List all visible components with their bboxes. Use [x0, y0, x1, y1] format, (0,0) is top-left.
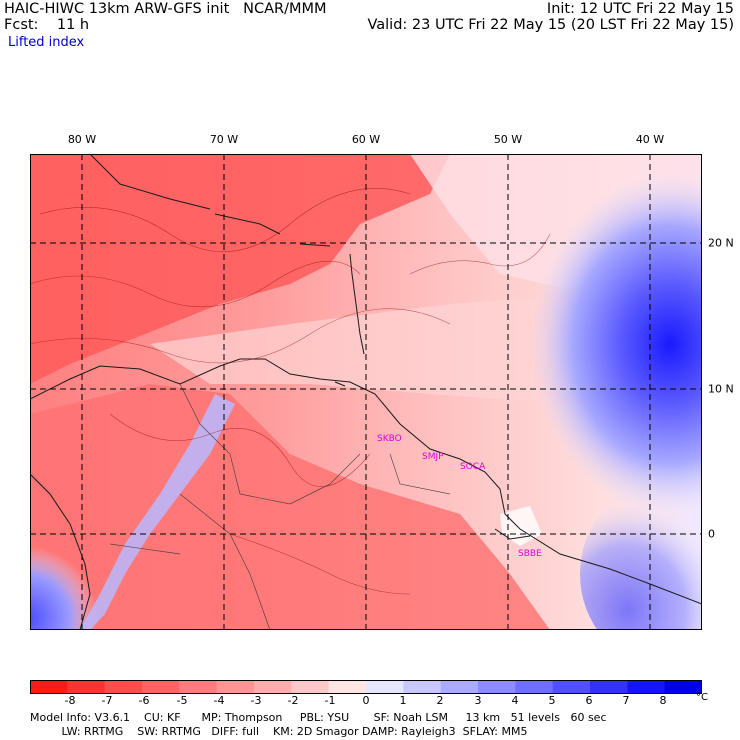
- colorbar-segment: [216, 680, 255, 694]
- lon-label-50w: 50 W: [493, 133, 523, 146]
- east-blue-zone: [580, 484, 702, 630]
- colorbar-label--7: -7: [101, 694, 113, 707]
- south-red-zone: [30, 384, 550, 630]
- station-label-skbo: SKBO: [377, 434, 402, 444]
- contour-6: [409, 233, 551, 275]
- border-colombia-venezuela: [179, 383, 241, 495]
- colorbar-segment: [179, 680, 218, 694]
- colorbar-label-7: 7: [622, 694, 630, 707]
- colorbar-segment: [366, 680, 404, 694]
- colorbar-label-4: 4: [511, 694, 519, 707]
- colorbar-label--3: -3: [250, 694, 262, 707]
- colorbar-label-0: 0: [362, 694, 370, 707]
- colorbar-unit: °C: [696, 692, 708, 703]
- header-line1-left: HAIC-HIWC 13km ARW-GFS init NCAR/MMM: [4, 1, 327, 17]
- header-line1-right: Init: 12 UTC Fri 22 May 15: [546, 1, 734, 17]
- station-label-sbbe: SBBE: [518, 549, 542, 559]
- contour-3: [30, 308, 451, 364]
- lat-label-20n: 20 N: [708, 236, 734, 250]
- lat-label-0: 0: [708, 527, 715, 541]
- lon-label-80w: 80 W: [67, 133, 97, 146]
- contour-5: [229, 533, 411, 595]
- contours: [30, 188, 551, 595]
- footer-model-info: Model Info: V3.6.1 CU: KF MP: Thompson P…: [30, 711, 607, 724]
- footer-radiation-info: LW: RRTMG SW: RRTMG DIFF: full KM: 2D Sm…: [30, 725, 528, 738]
- colorbar-segment: [552, 680, 591, 694]
- border-peru: [109, 543, 181, 555]
- colorbar-segment: [30, 680, 68, 694]
- andes-stable-ridge: [80, 394, 235, 630]
- lon-label-40w: 40 W: [635, 133, 665, 146]
- coastline-hispaniola: [214, 213, 281, 235]
- colorbar-segment: [291, 680, 330, 694]
- colorbar-label-8: 8: [659, 694, 667, 707]
- contour-4: [109, 413, 371, 488]
- coastline-cuba: [89, 154, 211, 210]
- borders: [109, 383, 451, 630]
- coastline-marajo: [494, 528, 531, 540]
- atlantic-blue-zone: [530, 174, 702, 514]
- colorbar-segment: [627, 680, 666, 694]
- lifted-index-map: SKBO SMJP SOCA SBBE: [30, 154, 702, 630]
- southwest-blue-zone: [30, 534, 110, 630]
- colorbar-label--5: -5: [176, 694, 188, 707]
- coastline-pacific: [30, 473, 91, 630]
- lon-label-70w: 70 W: [209, 133, 239, 146]
- border-brazil-peru: [179, 493, 271, 630]
- contour-1: [39, 188, 411, 253]
- coastlines: [30, 154, 702, 630]
- colorbar-segment: [67, 680, 106, 694]
- colorbar-label--4: -4: [213, 694, 225, 707]
- colorbar-label--8: -8: [64, 694, 76, 707]
- caribbean-red-zone: [30, 154, 450, 384]
- colorbar-label-3: 3: [474, 694, 482, 707]
- colorbar-label-6: 6: [585, 694, 593, 707]
- coastline-northern-south-america: [30, 358, 702, 605]
- station-label-soca: SOCA: [460, 462, 486, 472]
- colorbar-label-2: 2: [436, 694, 444, 707]
- colorbar-segment: [664, 680, 702, 694]
- colorbar-label-5: 5: [548, 694, 556, 707]
- colorbar-label--1: -1: [324, 694, 336, 707]
- colorbar-label--6: -6: [138, 694, 150, 707]
- map-frame: [30, 154, 702, 630]
- station-label-smjp: SMJP: [422, 452, 444, 462]
- lat-label-10n: 10 N: [708, 382, 734, 396]
- colorbar-segment: [590, 680, 628, 694]
- graticule: [30, 154, 702, 630]
- border-guyana: [329, 453, 361, 485]
- field-name: Lifted index: [8, 35, 85, 50]
- contour-2: [30, 260, 361, 308]
- colorbar-segment: [478, 680, 516, 694]
- colorbar-segment: [440, 680, 479, 694]
- colorbar-segment: [328, 680, 367, 694]
- colorbar-segment: [515, 680, 554, 694]
- header-line2-left: Fcst: 11 h: [4, 17, 90, 33]
- colorbar-segment: [403, 680, 442, 694]
- colorbar-segment: [254, 680, 292, 694]
- colorbar-segment: [142, 680, 180, 694]
- colorbar-segment: [104, 680, 143, 694]
- border-venezuela-brazil: [239, 483, 331, 505]
- header-line2-right: Valid: 23 UTC Fri 22 May 15 (20 LST Fri …: [367, 17, 734, 33]
- border-suriname: [389, 453, 451, 495]
- coastline-puerto-rico: [299, 243, 331, 247]
- colorbar: [30, 680, 702, 694]
- colorbar-label--2: -2: [287, 694, 299, 707]
- colorbar-label-1: 1: [399, 694, 407, 707]
- colorbar-frame: [30, 680, 702, 694]
- lon-label-60w: 60 W: [351, 133, 381, 146]
- coastline-trinidad: [334, 381, 346, 387]
